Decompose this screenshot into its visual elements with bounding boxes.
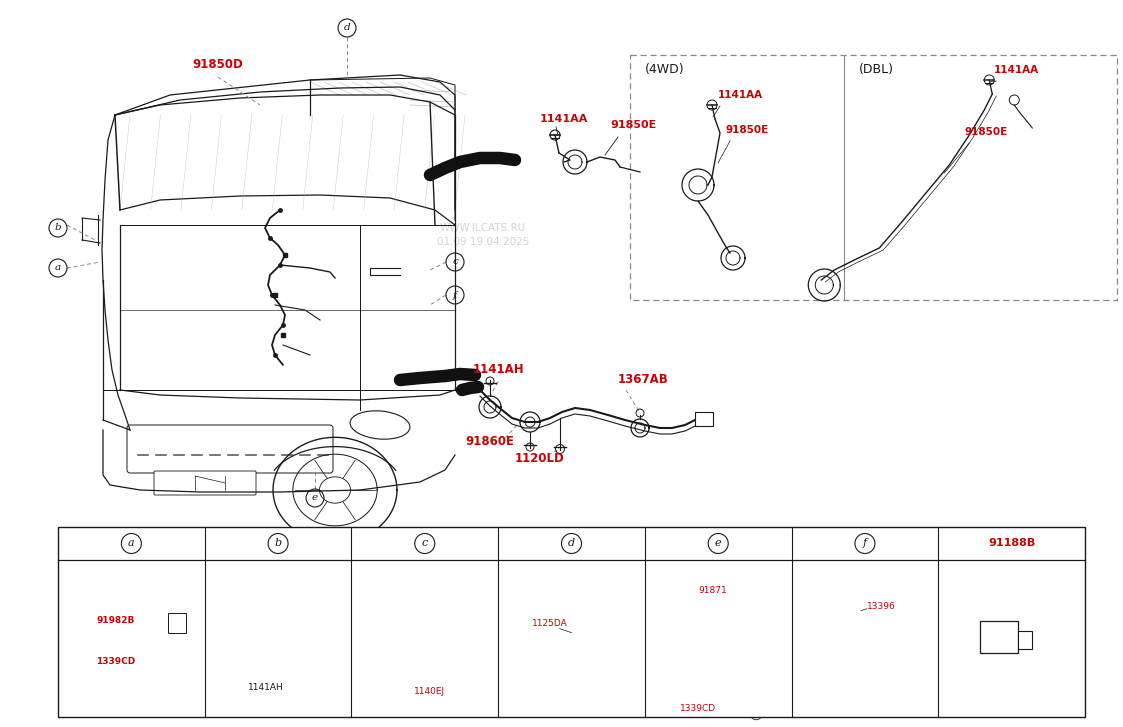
Text: 91860E: 91860E <box>466 435 514 448</box>
Text: 1339CD: 1339CD <box>97 657 136 667</box>
Text: 1125DA: 1125DA <box>531 619 567 627</box>
Text: 91850E: 91850E <box>725 125 768 135</box>
Text: 91850D: 91850D <box>193 58 244 71</box>
Text: 91850E: 91850E <box>965 127 1007 137</box>
Text: 1339CD: 1339CD <box>681 704 716 712</box>
Text: (DBL): (DBL) <box>859 63 894 76</box>
Text: 1141AH: 1141AH <box>472 363 523 376</box>
Text: c: c <box>453 257 458 267</box>
Text: b: b <box>55 223 62 233</box>
Text: 13396: 13396 <box>867 602 896 611</box>
Text: 1141AA: 1141AA <box>718 90 764 100</box>
Ellipse shape <box>350 411 410 439</box>
Text: b: b <box>274 539 282 548</box>
Text: a: a <box>128 539 135 548</box>
Text: 91850E: 91850E <box>610 120 656 130</box>
Text: f: f <box>453 291 457 300</box>
Text: 1120LD: 1120LD <box>515 452 565 465</box>
Text: 91982B: 91982B <box>97 616 135 624</box>
Text: WWW.ILCATS.RU: WWW.ILCATS.RU <box>440 223 526 233</box>
Text: e: e <box>715 539 721 548</box>
Text: e: e <box>312 494 318 502</box>
FancyBboxPatch shape <box>154 471 256 495</box>
Bar <box>168 613 186 632</box>
Text: 1140EJ: 1140EJ <box>414 686 446 696</box>
FancyBboxPatch shape <box>127 425 334 473</box>
Text: 1141AH: 1141AH <box>248 683 284 693</box>
Bar <box>630 55 1117 300</box>
Text: 91188B: 91188B <box>988 539 1035 548</box>
Text: a: a <box>55 263 61 273</box>
Text: c: c <box>421 539 428 548</box>
Text: 1141AA: 1141AA <box>994 65 1040 75</box>
Bar <box>695 412 713 426</box>
Text: 1141AA: 1141AA <box>540 114 588 124</box>
Text: f: f <box>862 539 867 548</box>
Text: 91871: 91871 <box>699 586 728 595</box>
Text: d: d <box>344 23 350 33</box>
Bar <box>58 527 1085 717</box>
Text: 1367AB: 1367AB <box>618 373 669 386</box>
Text: (4WD): (4WD) <box>645 63 685 76</box>
Bar <box>979 621 1017 653</box>
Text: 01.09 19.04.2025: 01.09 19.04.2025 <box>437 237 529 247</box>
Bar <box>1017 630 1032 648</box>
Text: d: d <box>568 539 575 548</box>
